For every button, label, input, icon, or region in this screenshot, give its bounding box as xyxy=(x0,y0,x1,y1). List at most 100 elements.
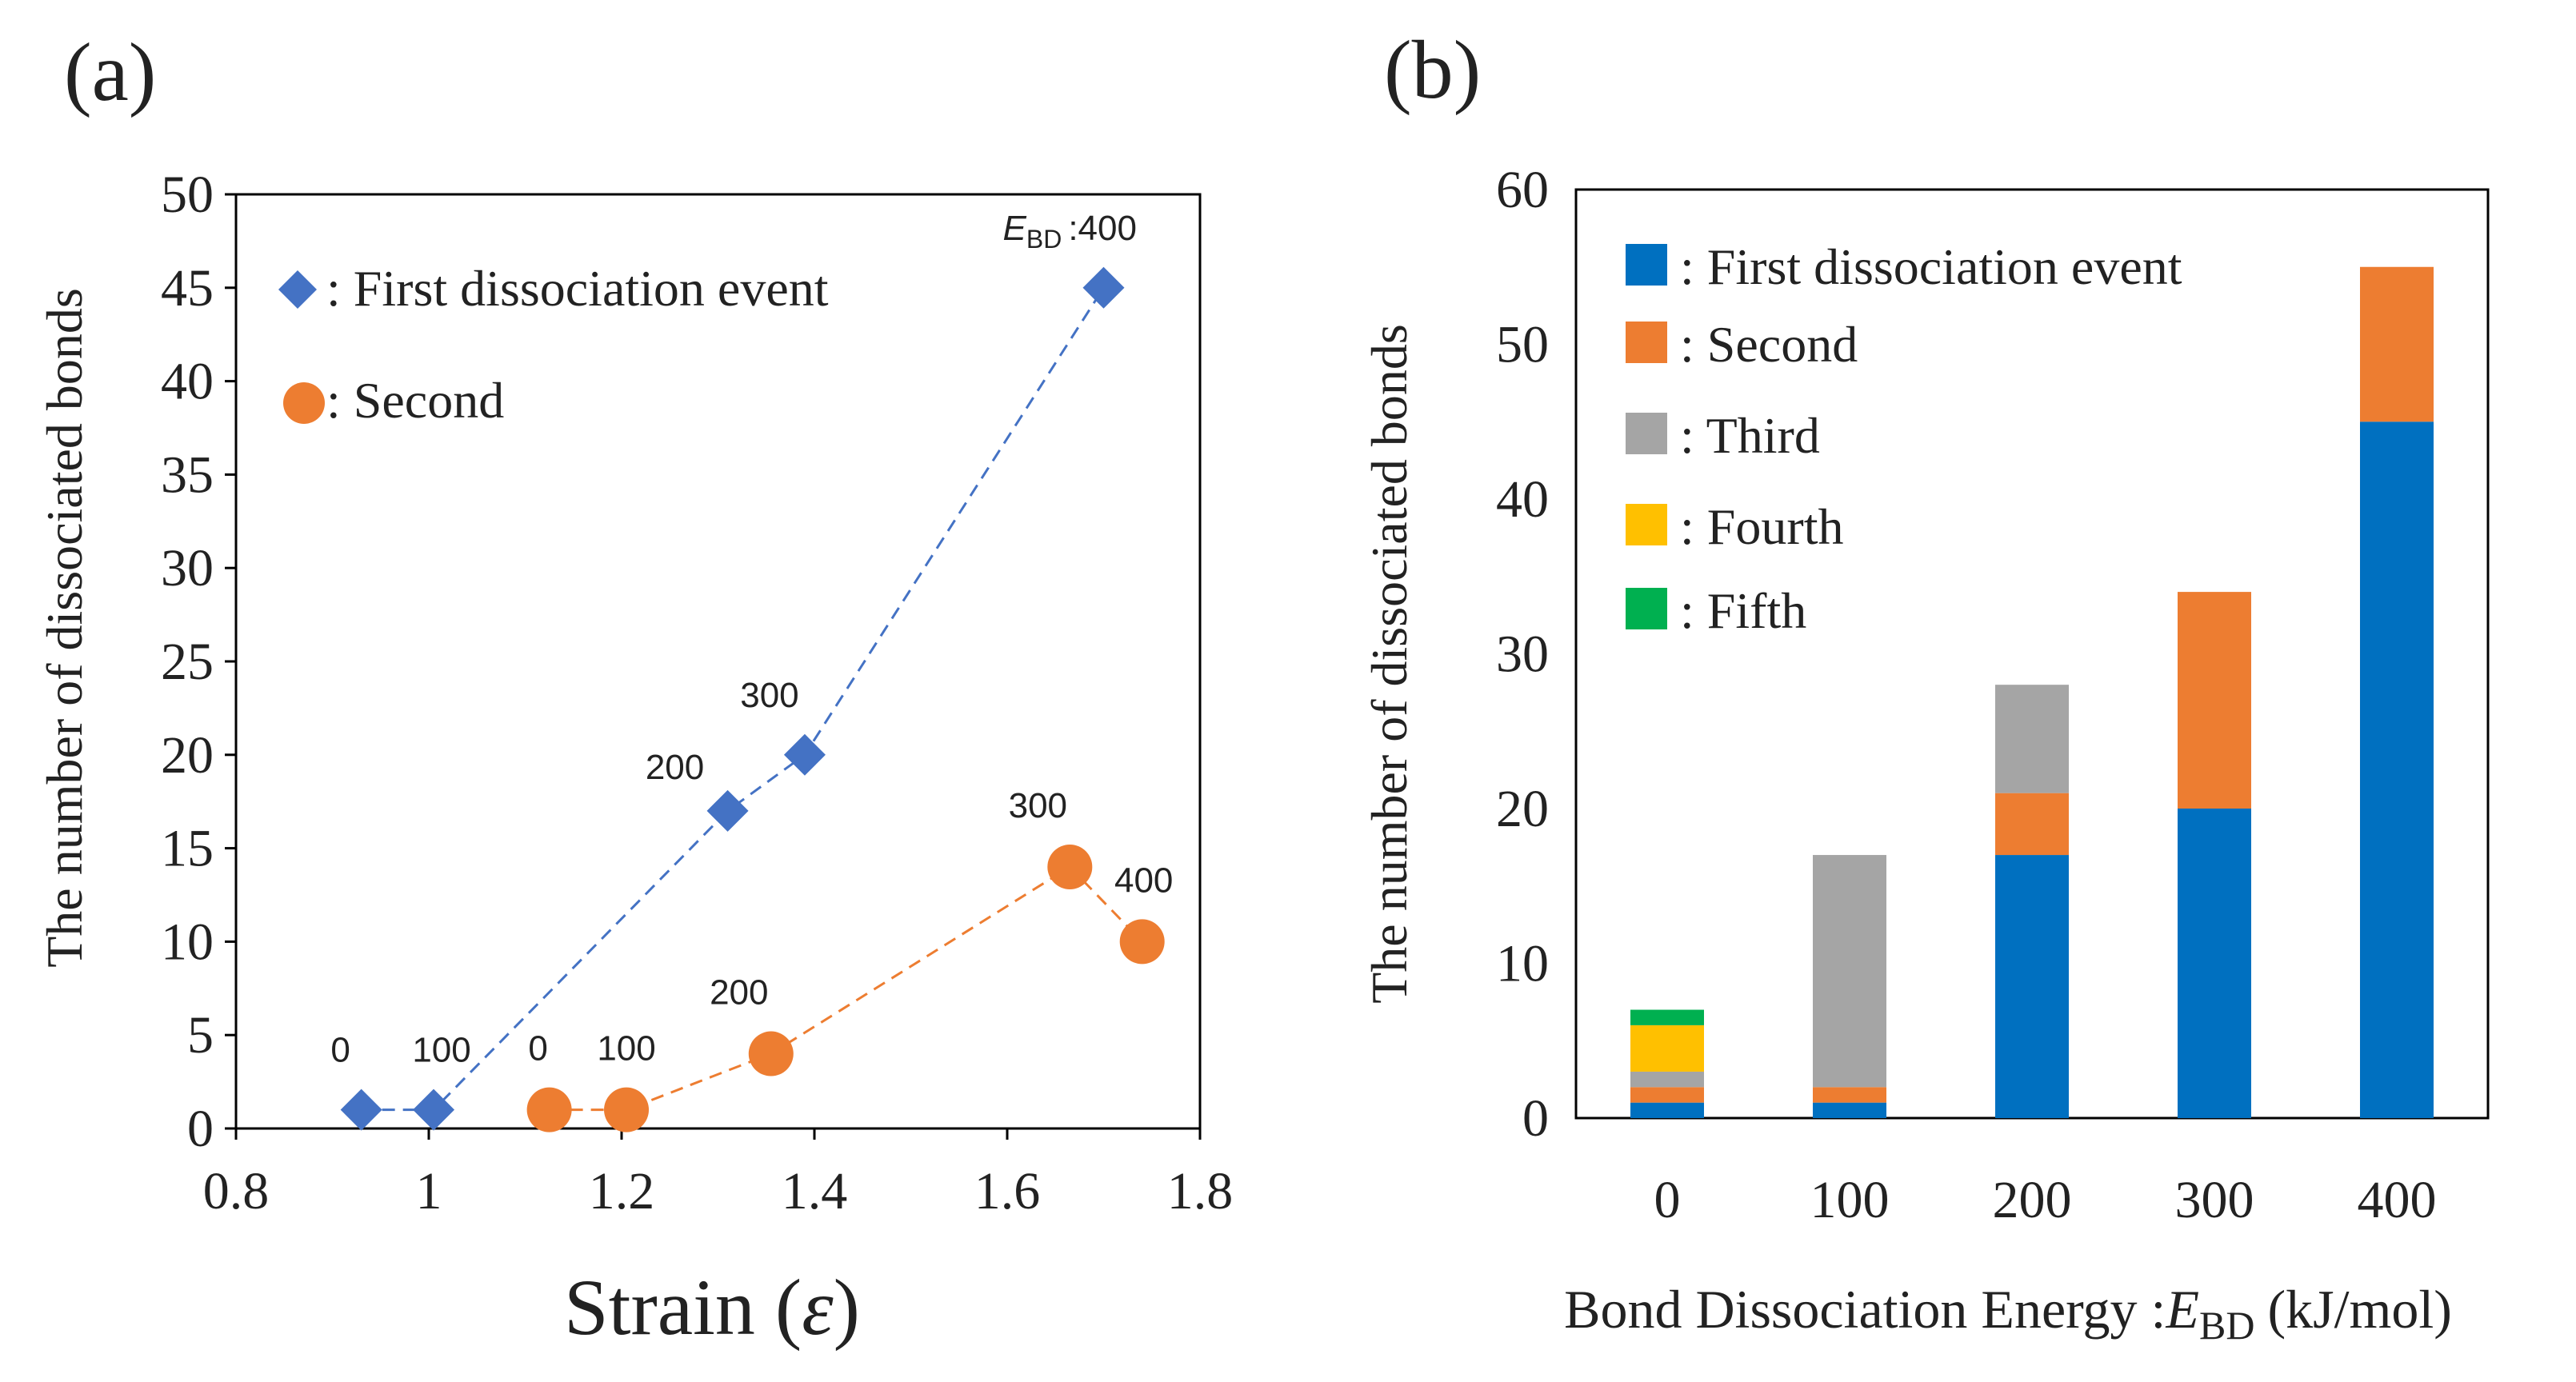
panel-a-diamond-marker xyxy=(1082,266,1125,309)
panel-a-y-tick-label: 5 xyxy=(187,1006,214,1064)
panel-a-legend: : First dissociation event : Second xyxy=(278,260,829,429)
panel-b-bar-segment xyxy=(1995,855,2069,1118)
panel-a-circle-marker xyxy=(748,1031,794,1076)
panel-b-bar-segment xyxy=(1630,1087,1704,1103)
panel-b-bar-segment xyxy=(1995,685,2069,793)
panel-b-y-tick-label: 10 xyxy=(1496,935,1549,993)
panel-b-y-tick-label: 30 xyxy=(1496,625,1549,684)
panel-b-bar-segment xyxy=(1630,1009,1704,1025)
panel-b-bar-segment xyxy=(1630,1071,1704,1088)
panel-a-y-tick-label: 30 xyxy=(161,539,214,597)
panel-a-y-tick-label: 10 xyxy=(161,913,214,971)
panel-b-bar-segment xyxy=(2178,592,2251,809)
panel-a-point-label: 0 xyxy=(528,1029,547,1068)
panel-b-y-tick-label: 20 xyxy=(1496,780,1549,838)
panel-a-annotation-value: 400 xyxy=(1078,209,1137,248)
panel-a-point-label: 100 xyxy=(597,1029,655,1068)
panel-b-x-axis-title-subscript: BD xyxy=(2199,1303,2254,1348)
panel-b-bar-segment xyxy=(2360,421,2434,1118)
panel-a-y-tick-label: 35 xyxy=(161,445,214,504)
panel-b-x-axis-title-symbol: E xyxy=(2165,1279,2199,1340)
panel-b-y-axis-title: The number of dissociated bonds xyxy=(1361,324,1418,1004)
panel-a-point-label: EBD:400 xyxy=(1003,209,1137,254)
panel-b-label: (b) xyxy=(1384,24,1481,116)
panel-a-circle-marker xyxy=(526,1087,572,1132)
panel-a-circle-marker xyxy=(1047,844,1093,889)
panel-b-x-axis-title-main: Bond Dissociation Energy : xyxy=(1564,1279,2166,1340)
panel-a-x-axis-title-main: Strain xyxy=(564,1263,755,1352)
panel-a-label: (a) xyxy=(64,26,156,118)
panel-a-scatter-chart: (a) 0.8 1 1.2 1.4 1.6 1.8 0 5 10 15 20 25 30 35 40 45 50… xyxy=(36,26,1233,1352)
panel-a-diamond-marker xyxy=(413,1088,455,1131)
panel-b-legend-swatch xyxy=(1626,322,1667,363)
panel-b-bar-segment xyxy=(1813,855,1886,1088)
panel-b-x-tick-label: 200 xyxy=(1993,1171,2072,1229)
panel-a-circle-marker xyxy=(604,1087,650,1132)
panel-b-y-tick-label: 50 xyxy=(1496,316,1549,374)
panel-a-y-tick-label: 0 xyxy=(187,1100,214,1158)
panel-b-x-tick-label: 100 xyxy=(1810,1171,1890,1229)
panel-a-annotation-colon: : xyxy=(1068,209,1078,248)
panel-a-x-tick-label: 1 xyxy=(416,1162,442,1220)
panel-b-stacked-bar-chart: (b) 0 10 20 30 40 50 60 0 100 200 300 400 The numbe… xyxy=(1361,24,2490,1348)
panel-b-bar-segment xyxy=(1995,793,2069,856)
panel-a-x-axis-title-paren-open: ( xyxy=(775,1263,802,1352)
panel-a-point-label: 0 xyxy=(330,1031,350,1070)
panel-a-x-tick-label: 1.2 xyxy=(589,1162,655,1220)
panel-a-point-label: 200 xyxy=(646,748,704,787)
panel-b-legend-swatch xyxy=(1626,504,1667,545)
panel-a-y-tick-label: 20 xyxy=(161,726,214,785)
panel-a-point-label: 100 xyxy=(412,1031,470,1070)
panel-b-legend-label: : Second xyxy=(1680,316,1858,373)
panel-b-bars xyxy=(1630,266,2434,1118)
panel-a-x-tick-label: 1.4 xyxy=(782,1162,848,1220)
panel-a-series-line-first xyxy=(361,286,1105,1112)
panel-a-markers xyxy=(340,266,1165,1132)
legend-diamond-marker xyxy=(278,270,317,309)
panel-a-diamond-marker xyxy=(783,733,826,776)
panel-b-bar-segment xyxy=(1630,1025,1704,1072)
panel-b-x-tick-label: 0 xyxy=(1654,1171,1681,1229)
panel-a-legend-label-second: : Second xyxy=(326,372,504,429)
panel-a-annotation-subscript: BD xyxy=(1026,225,1062,254)
panel-a-y-tick-label: 50 xyxy=(161,166,214,224)
panel-a-x-axis-title: Strain (ε) xyxy=(564,1263,860,1352)
panel-b-x-tick-label: 400 xyxy=(2358,1171,2437,1229)
panel-a-point-label: 300 xyxy=(1009,786,1067,825)
panel-a-legend-item-second: : Second xyxy=(283,372,504,429)
panel-a-x-tick-label: 1.8 xyxy=(1167,1162,1234,1220)
panel-b-legend-swatch xyxy=(1626,588,1667,629)
panel-b-y-tick-label: 60 xyxy=(1496,161,1549,219)
panel-a-x-axis-title-paren-close: ) xyxy=(834,1263,860,1352)
panel-b-y-tick-label: 0 xyxy=(1522,1089,1549,1148)
panel-b-legend-label: : Fourth xyxy=(1680,498,1843,555)
panel-b-bar-segment xyxy=(1813,1102,1886,1118)
panel-b-x-tick-label: 300 xyxy=(2175,1171,2254,1229)
legend-circle-marker xyxy=(283,382,325,424)
panel-a-diamond-marker xyxy=(706,789,749,832)
panel-a-diamond-marker xyxy=(340,1088,382,1131)
panel-b-y-tick-label: 40 xyxy=(1496,470,1549,529)
panel-b-axes-group: 0 10 20 30 40 50 60 0 100 200 300 400 xyxy=(1496,161,2490,1229)
panel-b-bar-segment xyxy=(2360,266,2434,422)
panel-a-y-tick-label: 40 xyxy=(161,353,214,411)
panel-a-y-tick-label: 45 xyxy=(161,259,214,318)
panel-b-legend-label: : Fifth xyxy=(1680,582,1806,639)
panel-a-x-tick-label: 0.8 xyxy=(203,1162,270,1220)
panel-a-y-axis-title: The number of dissociated bonds xyxy=(36,288,93,968)
panel-a-point-label: 200 xyxy=(710,973,768,1013)
panel-b-bar-segment xyxy=(1630,1102,1704,1118)
panel-a-x-tick-label: 1.6 xyxy=(974,1162,1041,1220)
panel-a-x-axis-title-symbol: ε xyxy=(802,1263,834,1352)
panel-a-y-tick-label: 25 xyxy=(161,633,214,691)
panel-a-point-label: 300 xyxy=(740,676,798,715)
panel-b-legend-swatch xyxy=(1626,413,1667,454)
panel-a-circle-marker xyxy=(1119,919,1165,965)
panel-a-legend-item-first: : First dissociation event xyxy=(278,260,829,317)
panel-a-point-labels: 0 100 200 300 EBD:400 0 100 200 300 400 xyxy=(330,209,1173,1070)
panel-b-legend-label: : Third xyxy=(1680,407,1820,464)
panel-b-legend-swatch xyxy=(1626,244,1667,286)
panel-b-bar-segment xyxy=(1813,1087,1886,1103)
panel-a-point-label: 400 xyxy=(1114,861,1173,900)
